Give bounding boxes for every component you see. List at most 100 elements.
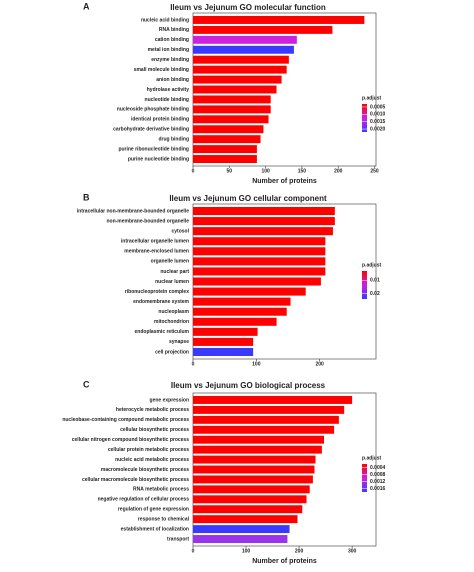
bar xyxy=(193,505,303,514)
y-tick-label: gene expression xyxy=(150,397,189,403)
y-tick-label: cellular macromolecule biosynthetic proc… xyxy=(82,477,189,483)
bar xyxy=(193,207,335,216)
bar xyxy=(193,445,322,454)
x-tick-label: 250 xyxy=(370,168,379,174)
y-tick-label: regulation of gene expression xyxy=(118,507,189,513)
y-tick-label: macromolecule biosynthetic process xyxy=(101,467,189,473)
chart-title: Ileum vs Jejunum GO biological process xyxy=(171,381,326,390)
y-tick-label: purine nucleotide binding xyxy=(128,156,189,162)
x-tick-label: 50 xyxy=(227,168,233,174)
bar xyxy=(193,135,261,144)
bar xyxy=(193,145,257,154)
bar xyxy=(193,425,335,434)
y-tick-label: nucleoside phosphate binding xyxy=(117,107,189,113)
bar xyxy=(193,115,269,124)
y-tick-label: establishment of localization xyxy=(121,526,189,532)
bar xyxy=(193,125,264,134)
colorbar-label: 0.0020 xyxy=(370,126,386,132)
bar xyxy=(193,35,297,44)
panel-letter: B xyxy=(83,192,90,202)
bar xyxy=(193,415,339,424)
colorbar xyxy=(362,271,367,299)
colorbar-label: 0.0005 xyxy=(370,104,386,110)
y-tick-label: nucleoplasm xyxy=(158,309,189,315)
y-tick-label: cation binding xyxy=(155,37,189,43)
y-tick-label: drug binding xyxy=(158,136,189,142)
colorbar-label: 0.01 xyxy=(370,278,380,284)
bar xyxy=(193,227,333,236)
x-tick-label: 100 xyxy=(252,361,261,367)
bar xyxy=(193,485,310,494)
bar xyxy=(193,287,306,296)
bar xyxy=(193,347,254,356)
bar xyxy=(193,25,333,34)
colorbar-label: 0.0004 xyxy=(370,465,386,471)
bar xyxy=(193,455,316,464)
y-tick-label: RNA metabolic process xyxy=(133,487,189,493)
bar xyxy=(193,267,326,276)
bar xyxy=(193,395,353,404)
legend-title: p.adjust xyxy=(362,262,382,268)
y-tick-label: cytosol xyxy=(171,228,189,234)
bar xyxy=(193,317,277,326)
bar xyxy=(193,277,321,286)
y-tick-label: nucleotide binding xyxy=(145,97,189,103)
x-axis-label: Number of proteins xyxy=(252,558,317,565)
bar xyxy=(193,85,277,94)
colorbar xyxy=(362,104,367,132)
y-tick-label: transport xyxy=(167,536,189,542)
y-tick-label: endomembrane system xyxy=(133,299,189,305)
y-tick-label: negative regulation of cellular process xyxy=(98,497,190,503)
panel-letter: C xyxy=(83,379,90,389)
y-tick-label: organelle lumen xyxy=(151,259,189,265)
x-tick-label: 200 xyxy=(334,168,343,174)
bar xyxy=(193,307,287,316)
colorbar-label: 0.0016 xyxy=(370,486,386,492)
legend-title: p.adjust xyxy=(362,455,382,461)
y-tick-label: nucleic acid metabolic process xyxy=(115,457,189,463)
chart-title: Ileum vs Jejunum GO molecular function xyxy=(170,3,326,12)
panel-letter: A xyxy=(83,1,90,11)
bar xyxy=(193,45,294,54)
x-tick-label: 100 xyxy=(261,168,270,174)
bar xyxy=(193,465,315,474)
x-tick-label: 300 xyxy=(348,548,357,554)
y-tick-label: anion binding xyxy=(156,77,189,83)
y-tick-label: nucleobase-containing compound metabolic… xyxy=(62,417,189,423)
colorbar-label: 0.0010 xyxy=(370,112,386,118)
y-tick-label: mitochondrion xyxy=(154,319,189,325)
bar xyxy=(193,237,326,246)
x-tick-label: 0 xyxy=(192,168,195,174)
bar xyxy=(193,475,313,484)
colorbar-label: 0.02 xyxy=(370,291,380,297)
bar xyxy=(193,257,326,266)
bar xyxy=(193,535,288,544)
y-tick-label: identical protein binding xyxy=(131,117,189,123)
chart-title: Ileum vs Jejunum GO cellular component xyxy=(169,194,327,203)
y-tick-label: metal ion binding xyxy=(148,47,189,53)
y-tick-label: cellular biosynthetic process xyxy=(120,427,189,433)
x-axis-label: Number of proteins xyxy=(252,178,317,185)
x-tick-label: 100 xyxy=(242,548,251,554)
colorbar xyxy=(362,464,367,492)
x-tick-label: 0 xyxy=(192,361,195,367)
y-tick-label: membrane-enclosed lumen xyxy=(124,249,189,255)
colorbar-label: 0.0015 xyxy=(370,119,386,125)
y-tick-label: intracellular organelle lumen xyxy=(121,239,189,245)
colorbar-label: 0.0012 xyxy=(370,479,386,485)
x-tick-label: 0 xyxy=(192,548,195,554)
bar xyxy=(193,15,365,24)
y-tick-label: non-membrane-bounded organelle xyxy=(106,218,189,224)
legend-title: p.adjust xyxy=(362,95,382,101)
bar xyxy=(193,297,291,306)
y-tick-label: nuclear lumen xyxy=(155,279,189,285)
y-tick-label: cellular nitrogen compound biosynthetic … xyxy=(72,437,189,443)
y-tick-label: intracellular non-membrane-bounded organ… xyxy=(77,208,189,214)
bar xyxy=(193,327,258,336)
bar xyxy=(193,435,325,444)
bar xyxy=(193,337,254,346)
y-tick-label: purine ribonucleotide binding xyxy=(118,146,189,152)
y-tick-label: cell projection xyxy=(155,349,189,355)
